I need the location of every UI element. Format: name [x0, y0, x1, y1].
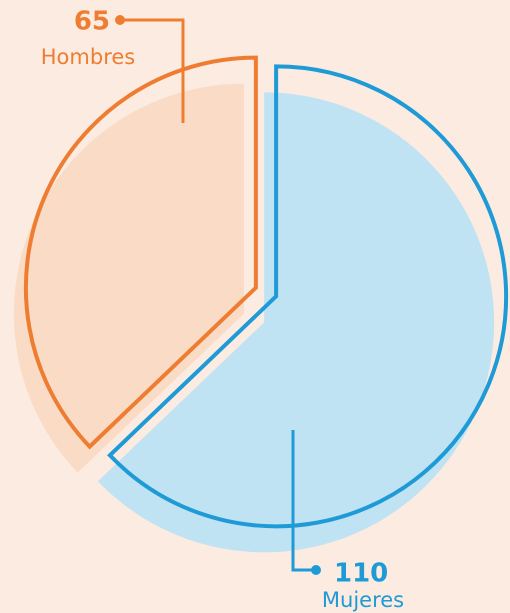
pie-fills — [13, 83, 495, 553]
leader-dot — [311, 565, 321, 575]
pie-slice — [97, 92, 495, 553]
leader-line — [120, 18, 185, 123]
leader-line — [291, 430, 316, 572]
pie-slice — [13, 83, 244, 473]
leader-dot — [115, 15, 125, 25]
value-label: 110 — [334, 559, 388, 589]
pie-slice-outline — [107, 64, 509, 529]
value-label: 65 — [74, 7, 110, 37]
category-label: Mujeres — [322, 588, 404, 612]
category-label: Hombres — [41, 45, 135, 69]
